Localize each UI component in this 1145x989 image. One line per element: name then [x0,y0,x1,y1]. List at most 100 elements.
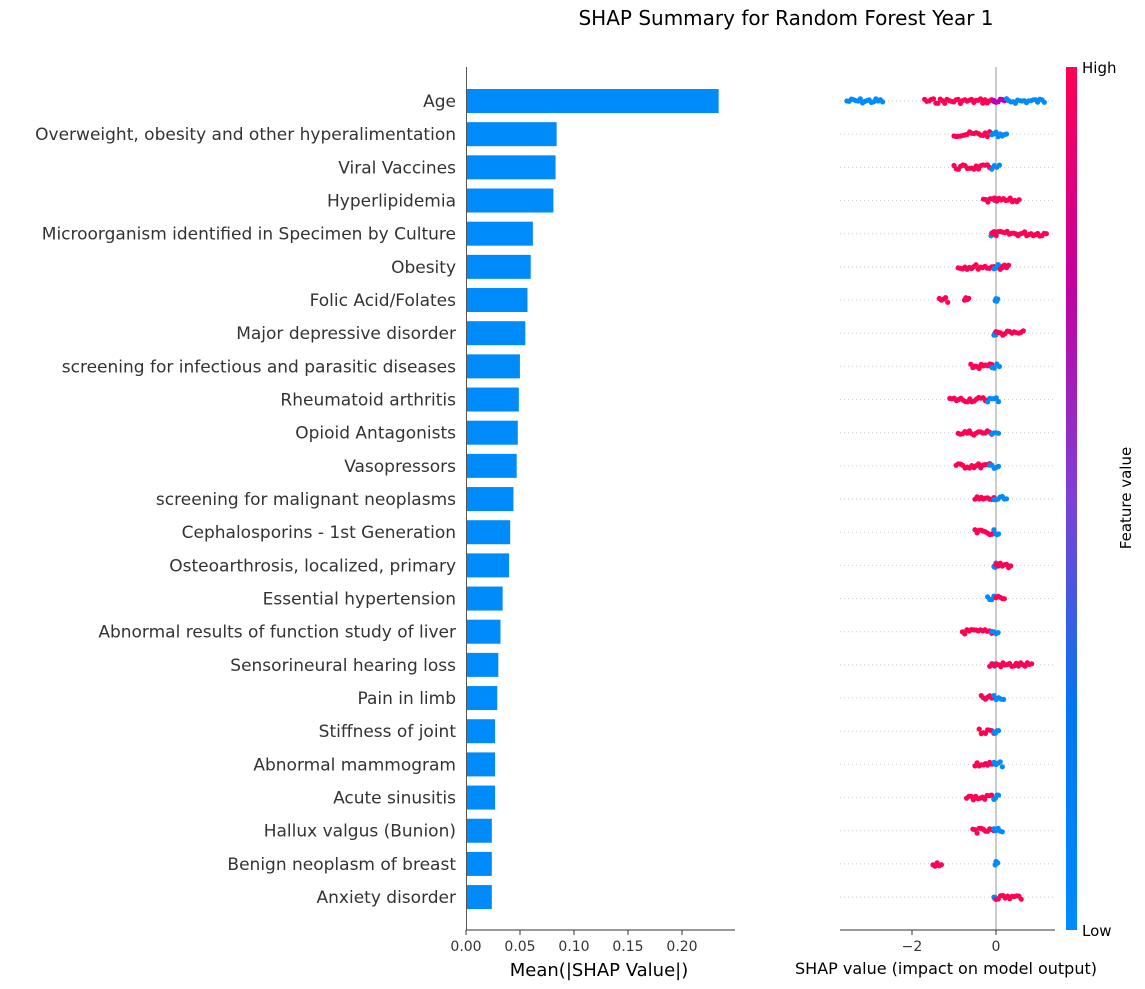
beeswarm-dot [962,631,968,637]
beeswarm-x-tick-group: −2 0 [902,930,1001,955]
beeswarm-dot [991,693,997,699]
bar [467,619,501,644]
feature-label: Stiffness of joint [319,722,457,742]
beeswarm-dot [995,531,1002,537]
beeswarm-dot [999,829,1005,835]
beeswarm-dot [995,399,1002,405]
beeswarm-dot [1043,231,1049,237]
bar [467,254,531,279]
beeswarm-dot [995,630,1001,636]
bar-chart-panel: Age Overweight, obesity and other hyperal… [35,67,735,981]
feature-label: Viral Vaccines [338,158,456,178]
feature-label: screening for infectious and parasitic d… [62,357,456,377]
feature-label: Benign neoplasm of breast [227,855,456,875]
beeswarm-dot [991,527,997,533]
beeswarm-dot [976,726,982,732]
beeswarm-dot [995,792,1002,798]
beeswarm-dot [993,233,999,239]
beeswarm-dot [996,162,1003,168]
feature-label-group: Age Overweight, obesity and other hyperal… [35,92,456,908]
beeswarm-dot [1001,596,1008,602]
beeswarm-dot [998,664,1004,670]
bar-x-tick-label: 0.00 [450,939,481,955]
beeswarm-x-axis-title: SHAP value (impact on model output) [795,959,1097,978]
beeswarm-x-tick-label: 0 [992,939,1001,955]
bar [467,221,533,246]
bar [467,188,554,213]
feature-label: screening for malignant neoplasms [156,490,456,510]
bar-x-tick-label: 0.10 [558,939,589,955]
feature-label: Osteoarthrosis, localized, primary [169,556,456,576]
bar [467,420,518,445]
beeswarm-dot [1003,131,1010,137]
beeswarm-dot [995,430,1002,436]
feature-label: Anxiety disorder [317,888,456,908]
bar [467,586,503,611]
bar [467,553,510,578]
feature-label: Hyperlipidemia [327,192,456,212]
beeswarm-dot-group [844,96,1049,903]
beeswarm-dot [993,395,999,401]
bar [467,453,517,478]
beeswarm-dot [995,860,1001,866]
colorbar-gradient [1066,67,1077,930]
beeswarm-dot [996,363,1003,370]
bar [467,818,492,843]
beeswarm-dot [1003,496,1010,502]
chart-title: SHAP Summary for Random Forest Year 1 [578,6,994,30]
bar [467,520,511,545]
beeswarm-dot [995,728,1002,734]
bar [467,387,519,412]
feature-label: Abnormal mammogram [253,755,456,775]
beeswarm-panel: −2 0 SHAP value (impact on model output) [795,67,1097,978]
bar [467,785,496,810]
bar-x-tick-label: 0.05 [504,939,535,955]
bar-x-tick-label: 0.15 [612,939,643,955]
beeswarm-dot [880,99,886,105]
feature-label: Abnormal results of function study of li… [98,623,456,643]
feature-label: Acute sinusitis [333,789,456,809]
beeswarm-dot [930,96,937,102]
beeswarm-dot [955,96,961,102]
beeswarm-dot [975,461,982,467]
feature-label: Folic Acid/Folates [310,291,457,311]
beeswarm-dot [991,365,997,371]
beeswarm-dot [977,96,984,102]
feature-label: Pain in limb [357,689,456,709]
beeswarm-dot [999,764,1005,770]
bar-x-axis-title: Mean(|SHAP Value|) [510,960,689,981]
feature-label: Overweight, obesity and other hyperalime… [35,125,456,145]
bar [467,752,496,777]
beeswarm-dot [984,133,991,140]
beeswarm-dot [995,296,1001,302]
beeswarm-dot [1041,99,1047,105]
beeswarm-dot [1022,229,1028,235]
beeswarm-dot [991,229,997,235]
beeswarm-dot [973,262,979,268]
bar [467,321,526,346]
beeswarm-dot [982,796,988,802]
beeswarm-dot [974,830,980,836]
beeswarm-row-guides [840,100,1055,898]
beeswarm-dot [945,299,951,305]
bar [467,652,499,677]
feature-label: Age [423,92,456,112]
beeswarm-dot [943,295,949,301]
bar [467,851,492,876]
feature-label: Rheumatoid arthritis [280,391,456,411]
bar [467,89,719,113]
beeswarm-dot [938,862,945,868]
bar [467,288,528,313]
beeswarm-x-tick-label: −2 [902,939,923,955]
beeswarm-dot [1001,696,1007,703]
bar-x-tick-group: 0.00 0.05 0.10 0.15 0.20 [450,930,698,955]
feature-label: Cephalosporins - 1st Generation [182,523,456,543]
feature-label: Microorganism identified in Specimen by … [42,225,456,245]
beeswarm-dot [976,365,982,371]
beeswarm-dot [1016,197,1022,203]
colorbar-low-label: Low [1082,922,1112,940]
feature-label: Opioid Antagonists [295,424,456,444]
beeswarm-dot [1006,262,1012,268]
feature-label: Major depressive disorder [236,324,456,344]
colorbar-high-label: High [1082,59,1116,77]
